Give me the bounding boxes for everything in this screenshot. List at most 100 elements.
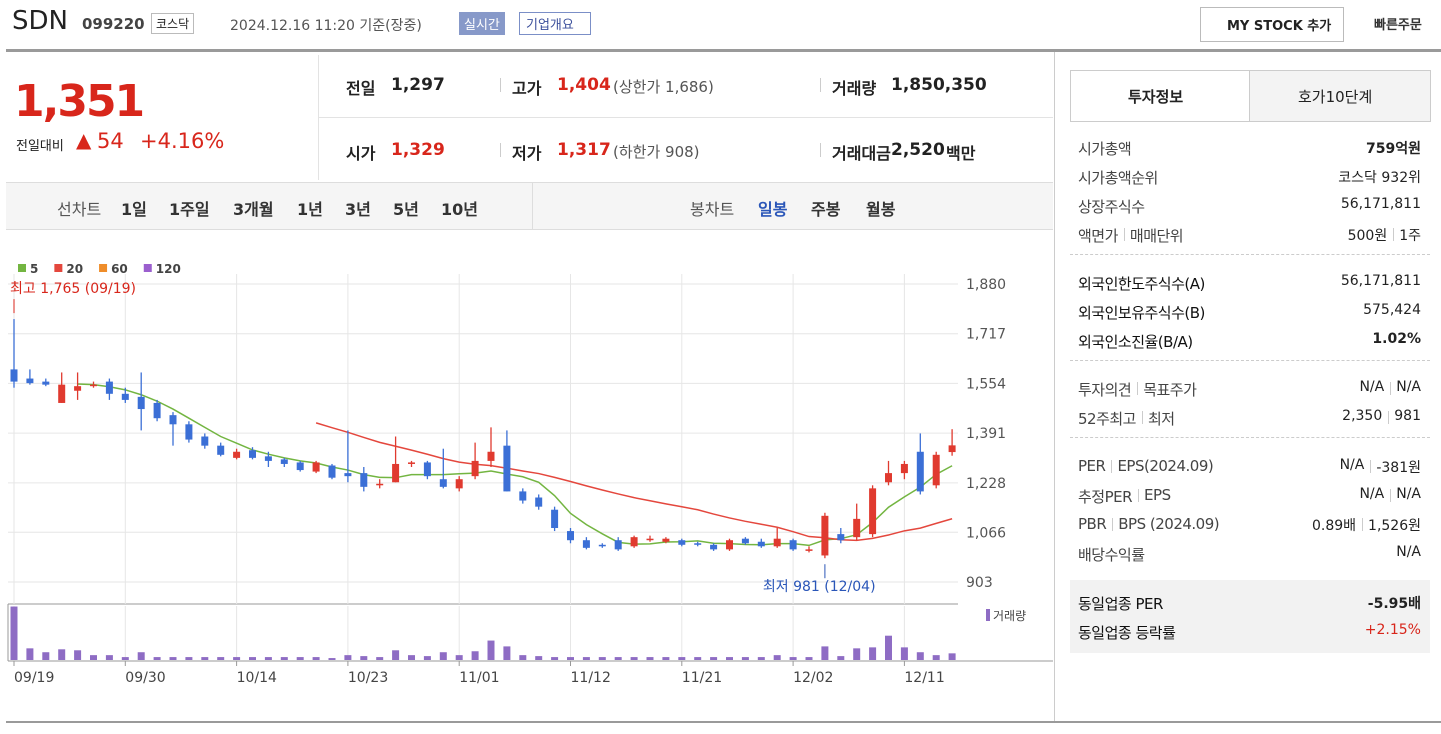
volume-bar <box>630 657 638 660</box>
volume-bar <box>10 606 18 660</box>
candle-body <box>551 509 559 529</box>
range-tab[interactable]: 1일 <box>121 200 147 219</box>
change: 54 <box>97 129 124 153</box>
info-value: 1,526원 <box>1368 518 1421 534</box>
info-value: +2.15% <box>1364 622 1421 638</box>
market-badge: 코스닥 <box>151 13 195 34</box>
volume-bar <box>90 655 97 660</box>
candle-body <box>948 445 956 453</box>
mystock-button[interactable]: MY STOCK 추가 <box>1200 7 1345 42</box>
volume-bar <box>900 647 908 660</box>
info-label: 시가총액 <box>1078 140 1132 158</box>
volume-bar <box>916 652 924 660</box>
info-label: PER <box>1078 457 1106 475</box>
info-label: EPS(2024.09) <box>1117 457 1214 475</box>
x-tick-label: 09/30 <box>125 670 165 686</box>
candle-body <box>423 462 431 477</box>
candle-body <box>630 537 638 547</box>
candle-body <box>885 473 892 483</box>
candle-body <box>932 454 940 486</box>
candle-body <box>312 462 320 472</box>
range-tab[interactable]: 3개월 <box>233 200 274 219</box>
chart: 903 1,066 1,228 1,391 1,554 1,717 1,880 09/19 09… <box>7 262 1053 686</box>
volume-bar <box>487 640 495 660</box>
range-tab[interactable]: 1주일 <box>169 200 210 219</box>
candle-body <box>503 445 511 492</box>
volume-bar <box>169 657 177 660</box>
volume-bar <box>821 646 829 660</box>
volume-bar <box>646 657 654 660</box>
volume-bar <box>567 657 574 660</box>
quote-value: 1,297 <box>391 75 445 95</box>
info-label: 시가총액순위 <box>1078 169 1158 187</box>
volume-bar <box>773 655 781 660</box>
quote-label: 시가 <box>346 144 376 163</box>
volume-bar <box>519 655 527 660</box>
x-tick-label: 11/12 <box>571 670 611 686</box>
quote-value: 1,850,350 <box>891 75 987 95</box>
quick-order[interactable]: 빠른주문 <box>1374 18 1422 33</box>
candle-tab[interactable]: 월봉 <box>866 200 896 219</box>
volume-bar <box>376 657 384 660</box>
section-divider <box>1070 360 1430 361</box>
realtime-button[interactable]: 실시간 <box>459 12 505 35</box>
info-label: 매매단위 <box>1129 227 1184 245</box>
value-sep <box>1362 518 1364 531</box>
invest-tab[interactable]: 투자정보 <box>1128 88 1184 106</box>
info-value: N/A <box>1396 379 1421 395</box>
candle-body <box>121 393 129 400</box>
quote-sep <box>500 143 501 157</box>
legend-label: 120 <box>156 262 181 276</box>
range-tab[interactable]: 5년 <box>393 200 419 219</box>
range-tab[interactable]: 3년 <box>345 200 371 219</box>
candle-body <box>249 450 256 458</box>
volume-bar <box>264 657 272 660</box>
candle-body <box>74 386 82 391</box>
volume-bar <box>360 656 368 660</box>
candle-body <box>296 462 304 471</box>
volume-bar <box>74 650 82 660</box>
y-tick-label: 1,391 <box>966 426 1006 442</box>
x-tick-label: 09/19 <box>14 670 54 686</box>
candle-body <box>392 463 400 483</box>
moving-average <box>77 383 953 547</box>
volume-bar <box>694 657 702 660</box>
quote-value: 1,317 <box>557 140 611 160</box>
volume-bar <box>471 651 479 660</box>
candle-body <box>789 540 797 550</box>
info-label: 최저 <box>1148 410 1175 428</box>
volume-bar <box>789 657 797 660</box>
info-label: 외국인한도주식수(A) <box>1078 275 1205 293</box>
candle-body <box>58 384 66 403</box>
volume-bar <box>201 657 209 660</box>
invest-tab[interactable]: 호가10단계 <box>1298 88 1373 106</box>
candle-body <box>582 540 590 548</box>
current-price: 1,351 <box>14 76 145 127</box>
change-arrow: ▲ <box>76 128 92 152</box>
candle-tab[interactable]: 주봉 <box>811 200 841 219</box>
volume-bar <box>710 657 718 660</box>
candle-body <box>805 549 813 551</box>
candle-tab[interactable]: 일봉 <box>758 200 788 219</box>
value-sep <box>1390 489 1392 502</box>
info-label: 액면가 <box>1078 227 1118 245</box>
candle-body <box>535 497 543 507</box>
range-tab[interactable]: 1년 <box>297 200 323 219</box>
range-tab[interactable]: 10년 <box>441 200 478 219</box>
overview-button[interactable]: 기업개요 <box>519 12 591 35</box>
invest-tab-inactive[interactable] <box>1249 70 1431 122</box>
info-value: 56,171,811 <box>1340 196 1421 212</box>
volume-bar <box>423 656 431 660</box>
candle-body <box>328 465 336 478</box>
quote-value: 1,404 <box>557 75 611 95</box>
info-value: N/A <box>1339 457 1365 473</box>
info-value: N/A <box>1396 486 1421 502</box>
legend-swatch <box>54 264 63 272</box>
candle-body <box>726 540 733 550</box>
info-label: BPS (2024.09) <box>1118 515 1220 533</box>
change-rate: +4.16% <box>140 129 225 153</box>
candle-body <box>853 518 861 538</box>
x-tick-label: 11/01 <box>459 670 499 686</box>
candle-body <box>201 436 209 446</box>
candle-body <box>773 538 781 547</box>
